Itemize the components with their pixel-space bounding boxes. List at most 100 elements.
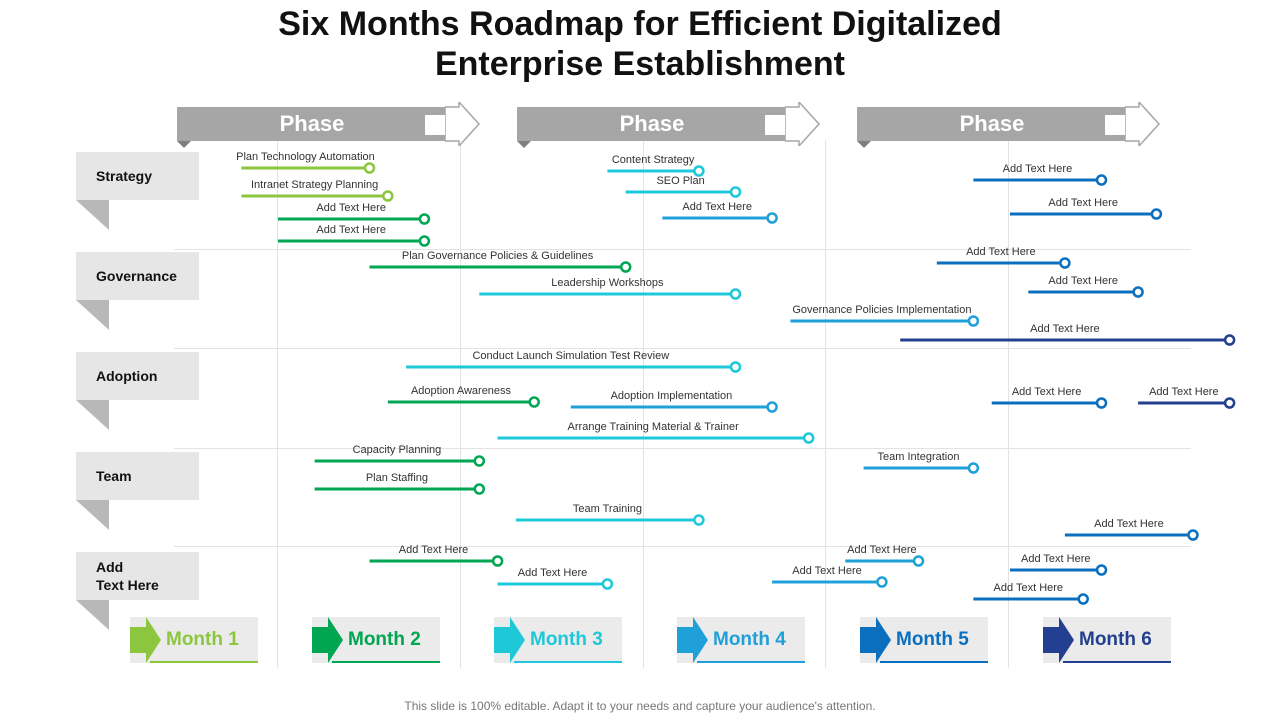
task-label: Adoption Implementation xyxy=(610,390,733,402)
task-label: Add Text Here xyxy=(1094,518,1164,530)
phase-tail-icon xyxy=(517,141,531,148)
category-team: Team xyxy=(76,452,199,500)
category-governance: Governance xyxy=(76,252,199,300)
month-label: Month 4 xyxy=(713,629,786,650)
month-arrow-icon xyxy=(1043,617,1074,663)
grid-line xyxy=(277,140,278,668)
task-end-marker xyxy=(693,165,705,177)
phase-2-label: Phase xyxy=(619,111,685,136)
task-label: Add Text Here xyxy=(1020,553,1091,565)
phase-arrow-icon xyxy=(1125,102,1161,146)
task-end-marker xyxy=(967,315,980,327)
task-label: Add Text Here xyxy=(1149,386,1219,398)
task-end-marker xyxy=(382,190,394,202)
task-label: Add Text Here xyxy=(316,224,386,236)
grid-line xyxy=(825,140,826,668)
row-separator xyxy=(174,546,1191,547)
task-end-marker xyxy=(619,261,632,273)
task-label: Governance Policies Implementation xyxy=(792,304,972,316)
task-label: SEO Plan xyxy=(656,175,705,187)
task-label: Add Text Here xyxy=(966,246,1036,258)
month-underline xyxy=(332,661,440,663)
task-label: Add Text Here xyxy=(517,567,588,579)
phase-tail-icon xyxy=(177,141,191,148)
category-strategy: Strategy xyxy=(76,152,199,200)
task-end-marker xyxy=(528,396,540,408)
task-label: Add Text Here xyxy=(1048,197,1118,209)
task-label: Team Training xyxy=(572,503,642,515)
month-underline xyxy=(1063,661,1171,663)
task-label: Arrange Training Material & Trainer xyxy=(567,421,739,433)
category-label: Governance xyxy=(96,268,177,284)
task-end-marker xyxy=(418,235,431,247)
month-underline xyxy=(514,661,622,663)
category-fold-icon xyxy=(76,600,109,630)
row-separator xyxy=(174,348,1191,349)
grid-line xyxy=(643,140,644,668)
phase-tail-icon xyxy=(857,141,871,148)
task-label: Add Text Here xyxy=(792,565,862,577)
month-label: Month 2 xyxy=(348,629,421,650)
task-end-marker xyxy=(1095,564,1108,576)
category-label: Strategy xyxy=(96,168,153,184)
task-label: Plan Governance Policies & Guidelines xyxy=(401,250,594,262)
task-label: Team Integration xyxy=(877,451,960,463)
month-1-marker: Month 1 xyxy=(130,617,258,663)
task-end-marker xyxy=(1095,397,1108,409)
task-label: Plan Staffing xyxy=(365,472,429,484)
category-add-text: Add Text Here xyxy=(76,552,199,600)
month-label: Month 3 xyxy=(530,629,603,650)
month-arrow-icon xyxy=(312,617,343,663)
phase-arrow-icon xyxy=(785,102,821,146)
phase-2: Phase 2 xyxy=(517,102,822,148)
task-end-marker xyxy=(473,455,486,467)
footer-note: This slide is 100% editable. Adapt it to… xyxy=(404,699,876,713)
task-label: Add Text Here xyxy=(316,202,386,214)
month-arrow-icon xyxy=(130,617,161,663)
category-fold-icon xyxy=(76,200,109,230)
task-end-marker xyxy=(1077,593,1089,605)
task-label: Conduct Launch Simulation Test Review xyxy=(472,350,670,362)
category-label: Adoption xyxy=(96,368,158,384)
phase-3-bar: Phase xyxy=(857,107,1127,141)
task-end-marker xyxy=(729,186,742,198)
task-end-marker xyxy=(912,555,925,567)
task-end-marker xyxy=(729,288,742,300)
row-separator xyxy=(174,448,1191,449)
month-5-marker: Month 5 xyxy=(860,617,988,663)
month-2-marker: Month 2 xyxy=(312,617,440,663)
category-label: Add Text Here xyxy=(96,559,159,593)
task-end-marker xyxy=(363,162,376,174)
row-separator xyxy=(174,249,1191,250)
task-end-marker xyxy=(1095,174,1108,186)
task-end-marker xyxy=(729,361,742,373)
task-end-marker xyxy=(1223,334,1236,346)
task-end-marker xyxy=(1223,397,1236,409)
task-end-marker xyxy=(1150,208,1163,220)
task-end-marker xyxy=(766,401,778,413)
task-end-marker xyxy=(967,462,980,474)
task-end-marker xyxy=(693,514,705,526)
month-arrow-icon xyxy=(860,617,891,663)
task-end-marker xyxy=(1132,286,1144,298)
phase-1: Phase 1 xyxy=(177,102,482,148)
month-4-marker: Month 4 xyxy=(677,617,805,663)
task-label: Add Text Here xyxy=(1048,275,1118,287)
month-underline xyxy=(150,661,258,663)
task-end-marker xyxy=(473,483,486,495)
month-underline xyxy=(697,661,805,663)
month-3-marker: Month 3 xyxy=(494,617,622,663)
task-label: Add Text Here xyxy=(993,582,1064,594)
phase-1-label: Phase xyxy=(279,111,345,136)
task-label: Capacity Planning xyxy=(352,444,442,456)
task-label: Add Text Here xyxy=(398,544,469,556)
task-end-marker xyxy=(802,432,815,444)
task-label: Plan Technology Automation xyxy=(236,151,375,163)
month-6-marker: Month 6 xyxy=(1043,617,1171,663)
month-arrow-icon xyxy=(677,617,708,663)
phase-arrow-icon xyxy=(445,102,481,146)
month-label: Month 6 xyxy=(1079,629,1152,650)
task-label: Adoption Awareness xyxy=(410,385,512,397)
phase-1-bar: Phase xyxy=(177,107,447,141)
